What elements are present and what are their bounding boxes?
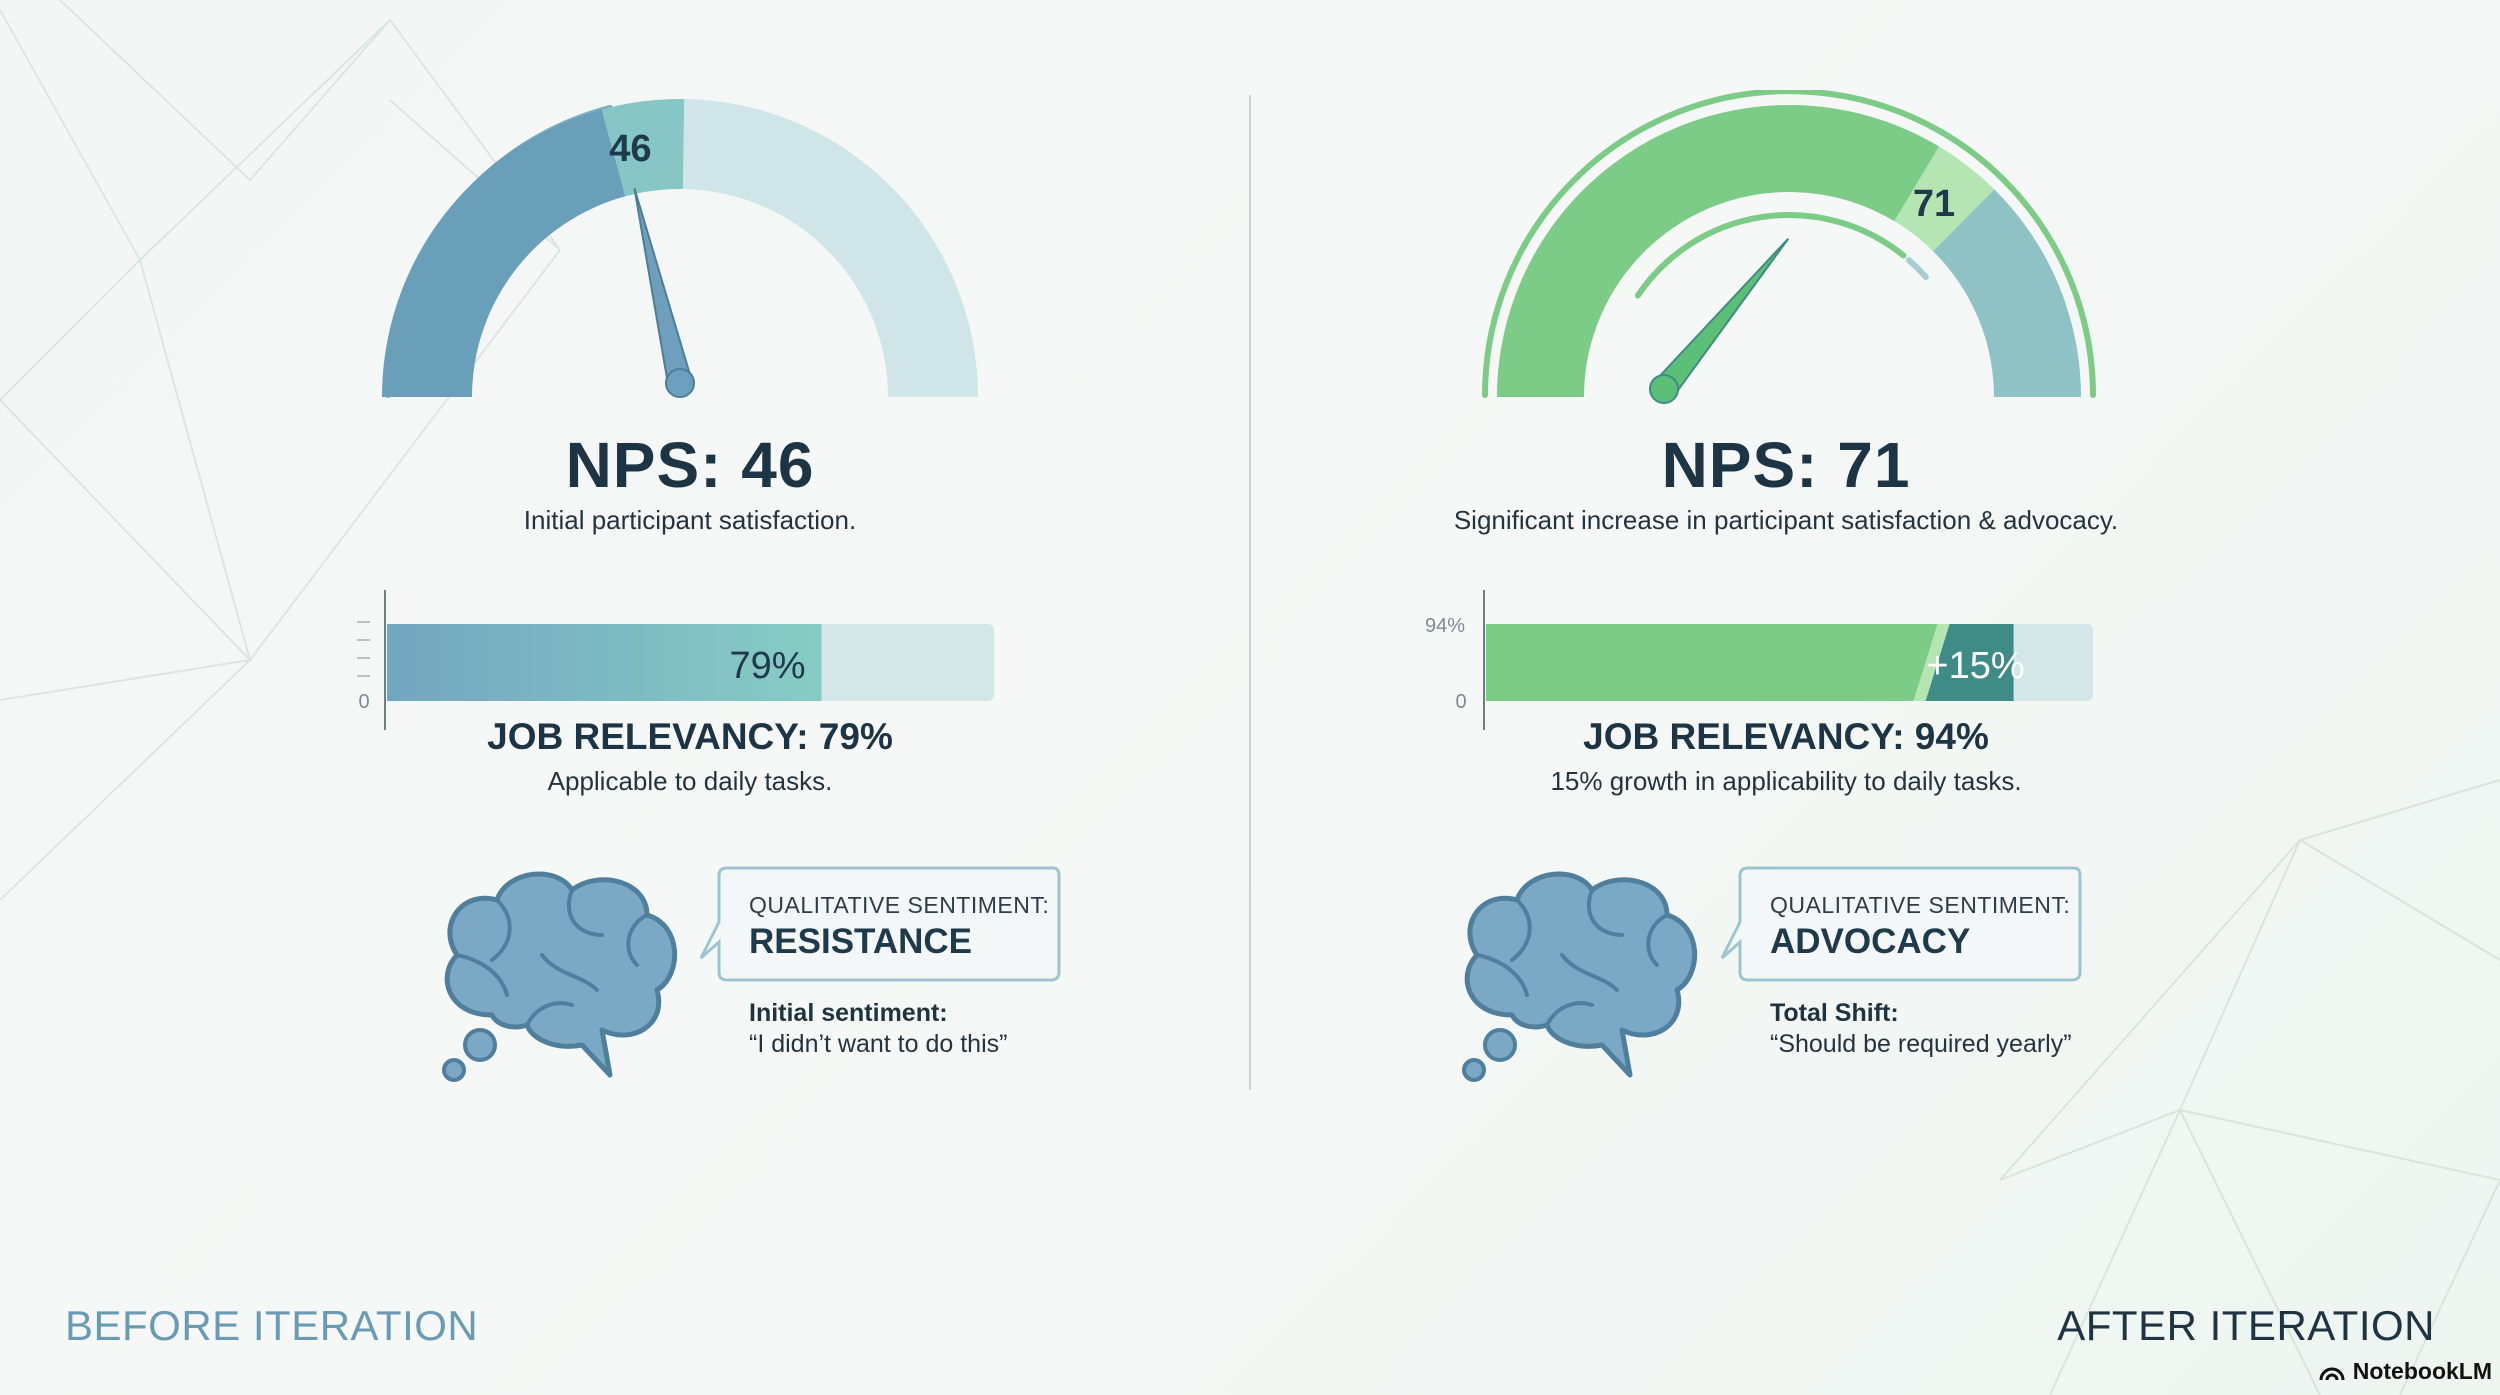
brand-name: NotebookLM: [2352, 1358, 2492, 1384]
speech-bubble-before: [699, 866, 1061, 982]
sentiment-label-after: QUALITATIVE SENTIMENT:: [1770, 892, 2071, 918]
bar-increase-label: +15%: [1926, 645, 2024, 687]
gauge-segment-value: [1894, 146, 1995, 252]
sentiment-value-after: ADVOCACY: [1770, 922, 1971, 961]
gauge-value-label: 71: [1913, 183, 1955, 225]
note-quote-before: “I didn’t want to do this”: [749, 1030, 1008, 1058]
nps-title-before: NPS: 46: [565, 429, 815, 501]
speech-bubble-after: [1720, 866, 2082, 982]
bar-axis-ticks: [357, 621, 370, 677]
nps-title-after: NPS: 71: [1661, 429, 1911, 501]
gauge-segment-low: [382, 109, 626, 398]
brain-icon: [442, 871, 678, 1082]
gauge-hub: [665, 368, 695, 398]
bar-axis-zero-label: 0: [1455, 691, 1466, 713]
nps-subtitle-after: Significant increase in participant sati…: [1453, 505, 2119, 535]
gauge-value-label: 46: [609, 128, 651, 170]
bar-axis-top-label: 94%: [1425, 615, 1465, 637]
note-quote-after: “Should be required yearly”: [1770, 1030, 2072, 1058]
gauge-segment-value: [601, 99, 685, 197]
gauge-inner-arc: [1634, 212, 1907, 299]
gauge-segment-remaining: [682, 99, 978, 397]
nps-subtitle-before: Initial participant satisfaction.: [523, 505, 857, 535]
sentiment-label-before: QUALITATIVE SENTIMENT:: [749, 892, 1050, 918]
brand-mark: NotebookLM: [2319, 1358, 2492, 1385]
bar-fill-separator: [1913, 624, 1950, 701]
note-label-before: Initial sentiment:: [749, 999, 948, 1027]
after-iteration-label: AFTER ITERATION: [2057, 1302, 2435, 1349]
bar-fill-baseline: [1486, 624, 1938, 701]
bar-value-label: 79%: [729, 645, 805, 687]
job-relevancy-subtitle-before: Applicable to daily tasks.: [547, 766, 833, 796]
brain-icon: [1462, 871, 1698, 1082]
job-relevancy-title-after: JOB RELEVANCY: 94%: [1583, 716, 1989, 757]
job-relevancy-subtitle-after: 15% growth in applicability to daily tas…: [1550, 766, 2022, 796]
nps-gauge-before: 46: [382, 99, 978, 398]
gauge-segment-filled: [1497, 105, 1940, 397]
bar-axis-zero-label: 0: [358, 691, 369, 713]
gauge-hub: [1649, 374, 1679, 404]
gauge-outer-rim: [1482, 90, 2096, 398]
panel-divider: [1249, 95, 1251, 1090]
bar-fill: [387, 624, 822, 701]
sentiment-value-before: RESISTANCE: [749, 922, 972, 961]
nps-gauge-after: 71: [1482, 90, 2096, 404]
job-relevancy-title-before: JOB RELEVANCY: 79%: [487, 716, 893, 757]
note-label-after: Total Shift:: [1770, 999, 1899, 1027]
gauge-inner-arc-end: [1905, 257, 1929, 280]
job-relevancy-bar-before: 0 79%: [357, 590, 994, 730]
before-iteration-label: BEFORE ITERATION: [65, 1302, 479, 1349]
gauge-segment-remaining: [1933, 189, 2081, 397]
bar-fill-increase: [1925, 624, 2014, 701]
job-relevancy-bar-after: 94% 0 +15%: [1425, 590, 2093, 730]
notebooklm-logo-icon: [2319, 1367, 2345, 1380]
gauge-needle: [633, 187, 693, 387]
gauge-needle: [1653, 238, 1790, 399]
